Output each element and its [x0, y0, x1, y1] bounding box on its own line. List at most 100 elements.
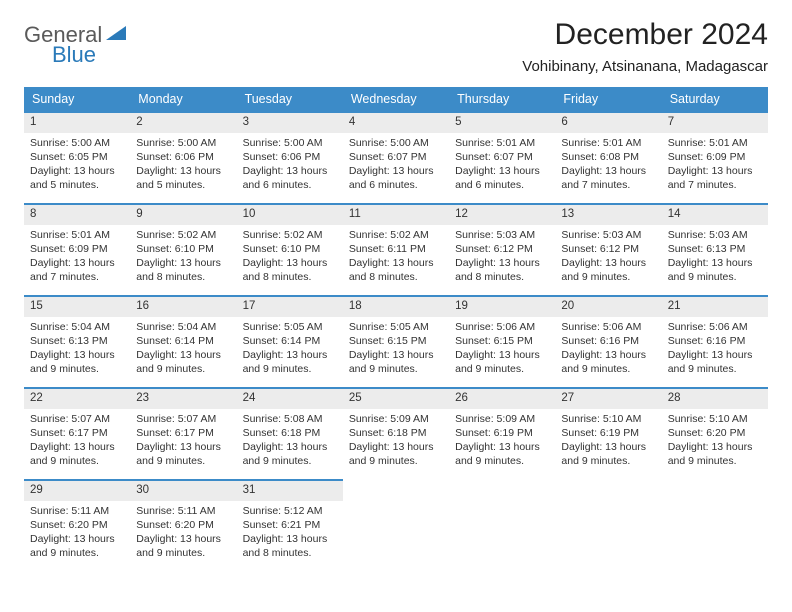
sunrise-text: Sunrise: 5:07 AM — [30, 412, 124, 426]
daylight-text: Daylight: 13 hours — [349, 164, 443, 178]
day-cell: 15Sunrise: 5:04 AMSunset: 6:13 PMDayligh… — [24, 295, 130, 387]
day-number-bar: 6 — [555, 113, 661, 133]
day-number: 10 — [243, 208, 256, 220]
sunset-text: Sunset: 6:21 PM — [243, 518, 337, 532]
day-cell: 19Sunrise: 5:06 AMSunset: 6:15 PMDayligh… — [449, 295, 555, 387]
daylight-text: and 9 minutes. — [455, 362, 549, 376]
daylight-text: and 8 minutes. — [243, 270, 337, 284]
day-cell: 12Sunrise: 5:03 AMSunset: 6:12 PMDayligh… — [449, 203, 555, 295]
calendar-cell: 8Sunrise: 5:01 AMSunset: 6:09 PMDaylight… — [24, 203, 130, 295]
day-number: 25 — [349, 392, 362, 404]
day-cell: 25Sunrise: 5:09 AMSunset: 6:18 PMDayligh… — [343, 387, 449, 479]
sunset-text: Sunset: 6:17 PM — [30, 426, 124, 440]
daylight-text: and 7 minutes. — [561, 178, 655, 192]
daylight-text: Daylight: 13 hours — [136, 532, 230, 546]
sunset-text: Sunset: 6:07 PM — [349, 150, 443, 164]
daylight-text: and 9 minutes. — [243, 362, 337, 376]
daylight-text: and 9 minutes. — [30, 546, 124, 560]
daylight-text: and 6 minutes. — [243, 178, 337, 192]
day-number-bar: 20 — [555, 297, 661, 317]
calendar-cell: 7Sunrise: 5:01 AMSunset: 6:09 PMDaylight… — [662, 111, 768, 203]
day-number-bar: 2 — [130, 113, 236, 133]
day-cell: 3Sunrise: 5:00 AMSunset: 6:06 PMDaylight… — [237, 111, 343, 203]
day-cell: 17Sunrise: 5:05 AMSunset: 6:14 PMDayligh… — [237, 295, 343, 387]
calendar-cell: 17Sunrise: 5:05 AMSunset: 6:14 PMDayligh… — [237, 295, 343, 387]
day-number: 24 — [243, 392, 256, 404]
daylight-text: Daylight: 13 hours — [243, 440, 337, 454]
day-number: 21 — [668, 300, 681, 312]
calendar-cell: 23Sunrise: 5:07 AMSunset: 6:17 PMDayligh… — [130, 387, 236, 479]
calendar-body: 1Sunrise: 5:00 AMSunset: 6:05 PMDaylight… — [24, 111, 768, 571]
calendar-cell: 6Sunrise: 5:01 AMSunset: 6:08 PMDaylight… — [555, 111, 661, 203]
calendar-cell: 3Sunrise: 5:00 AMSunset: 6:06 PMDaylight… — [237, 111, 343, 203]
daylight-text: and 9 minutes. — [349, 454, 443, 468]
daylight-text: and 5 minutes. — [136, 178, 230, 192]
weekday-header: Thursday — [449, 87, 555, 111]
daylight-text: Daylight: 13 hours — [349, 348, 443, 362]
daylight-text: Daylight: 13 hours — [668, 256, 762, 270]
daylight-text: Daylight: 13 hours — [668, 440, 762, 454]
daylight-text: and 9 minutes. — [561, 270, 655, 284]
daylight-text: and 9 minutes. — [668, 362, 762, 376]
sunrise-text: Sunrise: 5:01 AM — [30, 228, 124, 242]
day-number: 5 — [455, 116, 461, 128]
sunset-text: Sunset: 6:10 PM — [243, 242, 337, 256]
sunrise-text: Sunrise: 5:00 AM — [243, 136, 337, 150]
calendar-cell: 5Sunrise: 5:01 AMSunset: 6:07 PMDaylight… — [449, 111, 555, 203]
page-header: General Blue December 2024 Vohibinany, A… — [24, 18, 768, 75]
sunrise-text: Sunrise: 5:01 AM — [668, 136, 762, 150]
day-number-bar: 26 — [449, 389, 555, 409]
day-number: 17 — [243, 300, 256, 312]
daylight-text: and 7 minutes. — [30, 270, 124, 284]
sunrise-text: Sunrise: 5:00 AM — [349, 136, 443, 150]
daylight-text: and 7 minutes. — [668, 178, 762, 192]
day-number-bar: 27 — [555, 389, 661, 409]
day-number-bar: 10 — [237, 205, 343, 225]
calendar-table: Sunday Monday Tuesday Wednesday Thursday… — [24, 87, 768, 571]
calendar-cell — [449, 479, 555, 571]
sunset-text: Sunset: 6:07 PM — [455, 150, 549, 164]
sunset-text: Sunset: 6:06 PM — [243, 150, 337, 164]
sunrise-text: Sunrise: 5:02 AM — [243, 228, 337, 242]
day-cell: 4 Sunrise: 5:00 AMSunset: 6:07 PMDaylight… — [343, 111, 449, 203]
sunset-text: Sunset: 6:12 PM — [561, 242, 655, 256]
day-number-bar: 24 — [237, 389, 343, 409]
weekday-header: Wednesday — [343, 87, 449, 111]
sunrise-text: Sunrise: 5:10 AM — [561, 412, 655, 426]
sunset-text: Sunset: 6:16 PM — [668, 334, 762, 348]
day-number: 27 — [561, 392, 574, 404]
day-number: 11 — [349, 208, 361, 220]
calendar-cell: 21Sunrise: 5:06 AMSunset: 6:16 PMDayligh… — [662, 295, 768, 387]
calendar-cell: 28Sunrise: 5:10 AMSunset: 6:20 PMDayligh… — [662, 387, 768, 479]
brand-logo: General Blue — [24, 18, 126, 66]
day-number-bar: 4 — [343, 113, 449, 133]
weekday-header: Monday — [130, 87, 236, 111]
daylight-text: and 9 minutes. — [136, 546, 230, 560]
day-cell: 11Sunrise: 5:02 AMSunset: 6:11 PMDayligh… — [343, 203, 449, 295]
daylight-text: and 8 minutes. — [136, 270, 230, 284]
daylight-text: Daylight: 13 hours — [561, 256, 655, 270]
daylight-text: Daylight: 13 hours — [455, 256, 549, 270]
day-number-bar: 25 — [343, 389, 449, 409]
day-cell: 13Sunrise: 5:03 AMSunset: 6:12 PMDayligh… — [555, 203, 661, 295]
day-cell: 31Sunrise: 5:12 AMSunset: 6:21 PMDayligh… — [237, 479, 343, 571]
sunset-text: Sunset: 6:09 PM — [668, 150, 762, 164]
location-text: Vohibinany, Atsinanana, Madagascar — [522, 58, 768, 75]
calendar-cell: 13Sunrise: 5:03 AMSunset: 6:12 PMDayligh… — [555, 203, 661, 295]
sunrise-text: Sunrise: 5:11 AM — [136, 504, 230, 518]
calendar-cell: 22Sunrise: 5:07 AMSunset: 6:17 PMDayligh… — [24, 387, 130, 479]
calendar-week-row: 22Sunrise: 5:07 AMSunset: 6:17 PMDayligh… — [24, 387, 768, 479]
brand-word2: Blue — [52, 44, 126, 66]
calendar-cell: 4 Sunrise: 5:00 AMSunset: 6:07 PMDaylight… — [343, 111, 449, 203]
day-cell: 9Sunrise: 5:02 AMSunset: 6:10 PMDaylight… — [130, 203, 236, 295]
calendar-page: General Blue December 2024 Vohibinany, A… — [0, 0, 792, 571]
day-number: 15 — [30, 300, 43, 312]
sunset-text: Sunset: 6:14 PM — [136, 334, 230, 348]
sunset-text: Sunset: 6:20 PM — [668, 426, 762, 440]
sunset-text: Sunset: 6:20 PM — [30, 518, 124, 532]
calendar-cell — [555, 479, 661, 571]
day-number: 23 — [136, 392, 149, 404]
daylight-text: Daylight: 13 hours — [243, 532, 337, 546]
day-number-bar: 31 — [237, 481, 343, 501]
calendar-cell — [662, 479, 768, 571]
